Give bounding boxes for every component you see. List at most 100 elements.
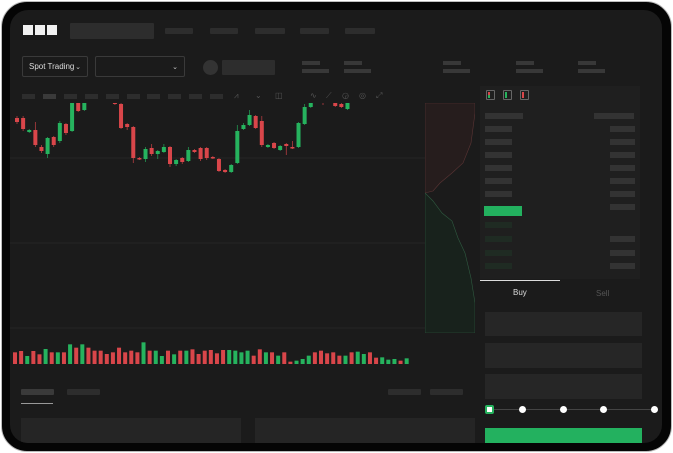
indicator-icon[interactable]: ⩘	[234, 91, 239, 100]
orders-tab-active[interactable]	[21, 389, 54, 395]
candle	[76, 103, 81, 112]
volume-bar	[349, 352, 354, 364]
ruler-icon[interactable]: ⟋	[326, 91, 332, 100]
line-tool-icon[interactable]: ∿	[310, 91, 317, 100]
candle-body	[161, 147, 166, 152]
search-bar[interactable]	[70, 23, 154, 39]
candle	[168, 146, 172, 167]
candle-body	[308, 103, 313, 107]
volume-bar	[374, 357, 379, 364]
candle	[302, 104, 307, 125]
timeframe-button[interactable]	[22, 94, 35, 99]
candle-body	[125, 124, 130, 127]
pair-dropdown[interactable]: ⌄	[95, 56, 185, 77]
volume-bar	[263, 352, 268, 364]
timeframe-button[interactable]	[210, 94, 223, 99]
candle	[63, 123, 68, 135]
candle	[253, 115, 258, 129]
filter-button[interactable]	[430, 389, 463, 395]
candle	[131, 126, 136, 163]
orderbook-both-icon[interactable]	[486, 90, 495, 100]
timeframe-button[interactable]	[189, 94, 202, 99]
amount-slider-track[interactable]	[490, 409, 655, 410]
stat-value	[344, 69, 371, 73]
stat-label	[443, 61, 461, 65]
candle	[247, 110, 252, 126]
camera-icon[interactable]: ◶	[342, 91, 349, 100]
volume-bar	[355, 351, 360, 364]
orders-panel	[21, 418, 241, 443]
volume-chart	[13, 342, 409, 364]
amount-input[interactable]	[485, 343, 642, 368]
sell-tab[interactable]: Sell	[596, 289, 610, 298]
candle	[186, 147, 191, 162]
bid-price	[485, 263, 512, 269]
okx-logo[interactable]	[23, 25, 57, 35]
timeframe-button[interactable]	[168, 94, 181, 99]
volume-bar	[343, 355, 348, 364]
fullscreen-icon[interactable]: ⤢	[376, 91, 383, 100]
candle	[278, 145, 283, 151]
candle-body	[229, 165, 234, 172]
total-input[interactable]	[485, 374, 642, 399]
nav-item[interactable]	[165, 28, 193, 34]
amount-slider-handle[interactable]	[485, 405, 494, 414]
orders-tab[interactable]	[67, 389, 100, 395]
ask-price	[485, 126, 512, 132]
slider-stop-100[interactable]	[651, 406, 658, 413]
slider-stop-25[interactable]	[519, 406, 526, 413]
nav-item[interactable]	[255, 28, 285, 34]
volume-bar	[270, 352, 275, 364]
volume-bar	[386, 359, 391, 364]
chart-type-icon[interactable]: ⌄	[255, 91, 262, 100]
candle-body	[265, 145, 270, 147]
pair-price	[222, 60, 275, 75]
orderbook-asks-icon[interactable]	[520, 90, 529, 100]
settings-icon[interactable]: ◫	[275, 91, 283, 100]
volume-bar	[208, 350, 213, 364]
nav-item[interactable]	[300, 28, 329, 34]
candle	[161, 144, 166, 153]
buy-tab[interactable]: Buy	[513, 288, 527, 297]
candlestick-chart[interactable]	[10, 103, 425, 375]
last-price	[484, 206, 522, 216]
timeframe-button[interactable]	[64, 94, 77, 99]
slider-stop-75[interactable]	[600, 406, 607, 413]
timeframe-button[interactable]	[85, 94, 98, 99]
candle-body	[204, 148, 209, 158]
candle-body	[131, 127, 136, 158]
filter-button[interactable]	[388, 389, 421, 395]
target-icon[interactable]: ◎	[359, 91, 366, 100]
timeframe-button[interactable]	[106, 94, 119, 99]
candle-body	[70, 103, 75, 131]
candle	[241, 123, 246, 130]
timeframe-button[interactable]	[147, 94, 160, 99]
candle-body	[168, 147, 172, 164]
market-type-dropdown[interactable]: Spot Trading ⌄	[22, 56, 88, 77]
orderbook-bids-icon[interactable]	[503, 90, 512, 100]
candle	[192, 149, 197, 153]
candle	[198, 147, 203, 161]
timeframe-button[interactable]	[127, 94, 140, 99]
nav-item[interactable]	[210, 28, 238, 34]
orders-panel	[255, 418, 475, 443]
bid-size	[610, 263, 635, 269]
volume-bar	[117, 347, 122, 364]
nav-item[interactable]	[345, 28, 375, 34]
candle-body	[198, 148, 203, 159]
slider-stop-50[interactable]	[560, 406, 567, 413]
candle	[143, 147, 148, 162]
candle	[51, 136, 56, 147]
volume-bar	[92, 350, 97, 364]
candle	[296, 122, 301, 148]
price-input[interactable]	[485, 312, 642, 336]
chevron-down-icon: ⌄	[172, 63, 178, 71]
candle-body	[76, 103, 81, 111]
volume-bar	[337, 355, 342, 364]
candle-body	[45, 138, 50, 154]
timeframe-button-active[interactable]	[43, 94, 56, 99]
orderbook-header	[594, 113, 634, 119]
ask-size	[610, 126, 635, 132]
candle	[57, 121, 62, 143]
buy-button[interactable]	[485, 428, 642, 443]
